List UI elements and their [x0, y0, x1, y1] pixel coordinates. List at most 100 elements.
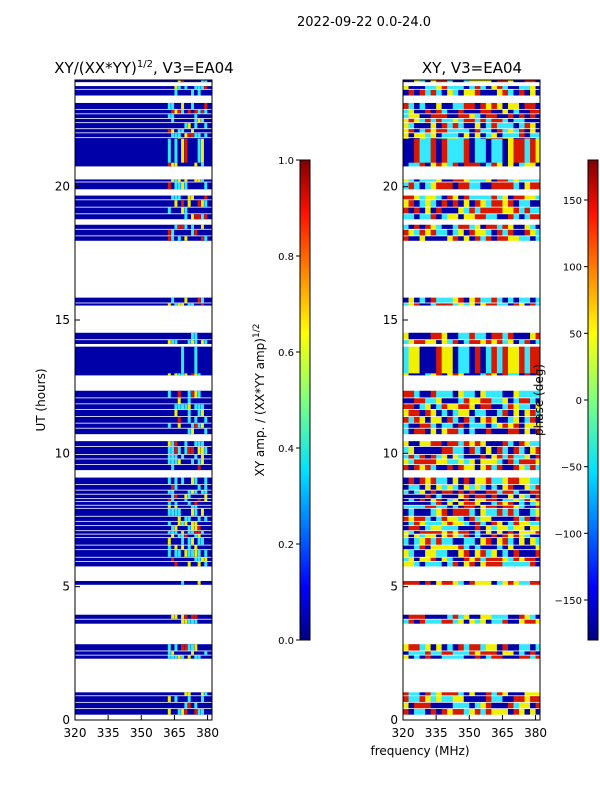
phase-cell — [452, 538, 459, 545]
amp-cell — [197, 390, 201, 398]
phase-cell — [496, 138, 503, 163]
amp-cell — [177, 404, 181, 410]
amplitude-colorbar: 0.00.20.40.60.81.0 XY amp. / (XX*YY amp)… — [252, 156, 311, 647]
amp-cell — [171, 526, 175, 531]
amp-cell — [200, 224, 204, 229]
phase-cell — [408, 398, 415, 404]
phase-cell — [469, 550, 476, 557]
phase-cell — [480, 109, 487, 114]
phase-cell — [441, 561, 448, 567]
amp-cell — [204, 428, 208, 435]
amp-strip — [75, 404, 212, 410]
phase-cell — [414, 89, 421, 96]
phase-cell — [408, 346, 415, 374]
phase-cell — [535, 490, 540, 494]
phase-cell — [519, 179, 526, 182]
amp-cell — [187, 655, 191, 659]
phase-cell — [447, 531, 454, 534]
phase-cell — [519, 109, 526, 114]
phase-cell — [524, 214, 531, 220]
phase-cell — [474, 644, 481, 651]
phase-cell — [414, 303, 421, 306]
phase-cell — [474, 114, 481, 118]
amp-cell — [177, 459, 181, 465]
phase-cell — [535, 86, 540, 89]
phase-cell — [458, 118, 465, 123]
phase-cell — [441, 409, 448, 417]
phase-cell — [513, 129, 520, 133]
phase-cell — [491, 454, 498, 459]
phase-cell — [502, 346, 509, 374]
phase-cell — [430, 485, 437, 490]
amp-cell — [167, 114, 171, 118]
phase-cell — [430, 619, 437, 624]
phase-cell — [513, 423, 520, 428]
amp-strip — [75, 118, 212, 123]
phase-cell — [485, 398, 492, 404]
amp-cell — [177, 236, 181, 241]
amp-cell — [197, 557, 201, 561]
phase-cell — [458, 207, 465, 214]
phase-cell — [485, 138, 492, 163]
phase-cell — [430, 494, 437, 499]
phase-cell — [491, 416, 498, 423]
phase-cell — [447, 229, 454, 236]
phase-cell — [408, 454, 415, 459]
phase-cell — [430, 423, 437, 428]
phase-cell — [485, 200, 492, 207]
amp-cell — [184, 123, 188, 129]
phase-cell — [447, 179, 454, 182]
phase-cell — [441, 538, 448, 545]
phase-cell — [403, 490, 409, 494]
phase-cell — [447, 490, 454, 494]
phase-cell — [530, 398, 537, 404]
phase-cell — [463, 441, 470, 447]
phase-cell — [491, 531, 498, 534]
phase-cell — [502, 303, 509, 306]
phase-cell — [491, 505, 498, 508]
phase-cell — [469, 346, 476, 374]
amplitude-colorbar-gradient — [299, 159, 311, 641]
amp-strip — [75, 398, 212, 404]
amp-cell — [187, 409, 191, 417]
phase-cell — [507, 214, 514, 220]
phase-cell — [519, 118, 526, 123]
phase-cell — [469, 531, 476, 534]
phase-cell — [519, 89, 526, 96]
phase-cell — [452, 428, 459, 435]
amp-cell — [204, 516, 208, 521]
phase-cell — [452, 454, 459, 459]
phase-cell — [491, 138, 498, 163]
phase-cell — [430, 398, 437, 404]
amp-cell — [177, 446, 181, 455]
phase-cell — [469, 114, 476, 118]
phase-cell — [458, 86, 465, 89]
phase-cell — [496, 702, 503, 709]
phase-cell — [480, 214, 487, 220]
phase-cell — [414, 160, 421, 167]
phase-cell — [519, 409, 526, 417]
phase-cell — [496, 236, 503, 241]
phase-cell — [408, 229, 415, 236]
phase-cell — [513, 709, 520, 715]
phase-cell — [430, 538, 437, 545]
phase-cell — [452, 490, 459, 494]
phase-cell — [491, 80, 498, 83]
phase-cell — [502, 129, 509, 133]
phase-cell — [425, 505, 432, 508]
phase-cell — [519, 477, 526, 485]
phase-cell — [425, 494, 432, 499]
phase-cell — [469, 505, 476, 508]
phase-cell — [447, 109, 454, 114]
phase-cell — [496, 441, 503, 447]
phase-cell — [474, 182, 481, 190]
phase-cell — [425, 696, 432, 702]
phase-cell — [519, 416, 526, 423]
phase-cell — [436, 459, 443, 465]
phase-cell — [480, 534, 487, 538]
phase-cell — [436, 692, 443, 696]
phase-cell — [535, 502, 540, 505]
phase-cell — [469, 614, 476, 619]
phase-cell — [524, 409, 531, 417]
